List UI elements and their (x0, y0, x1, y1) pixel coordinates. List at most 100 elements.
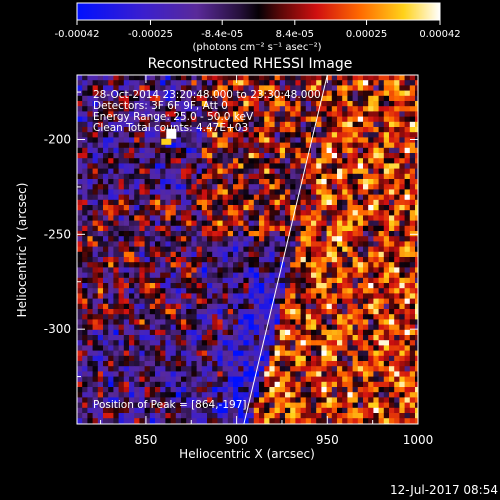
heatmap-cell (191, 387, 197, 393)
heatmap-cell (300, 314, 307, 320)
heatmap-cell (368, 142, 374, 149)
heatmap-cell (217, 179, 223, 185)
heatmap-cell (274, 413, 281, 419)
heatmap-cell (337, 111, 343, 117)
heatmap-cell (243, 85, 249, 91)
heatmap-cell (259, 142, 265, 149)
heatmap-cell (87, 376, 93, 383)
heatmap-cell (181, 220, 187, 227)
heatmap-cell (97, 90, 104, 97)
heatmap-cell (82, 324, 88, 331)
heatmap-cell (217, 184, 223, 190)
heatmap-cell (352, 158, 359, 164)
heatmap-cell (311, 210, 317, 216)
heatmap-cell (274, 205, 281, 211)
heatmap-cell (331, 147, 338, 154)
heatmap-cell (295, 205, 301, 211)
heatmap-cell (77, 236, 83, 242)
heatmap-cell (181, 402, 187, 409)
heatmap-cell (373, 257, 379, 263)
heatmap-cell (389, 283, 395, 289)
heatmap-cell (129, 205, 135, 211)
heatmap-cell (222, 387, 229, 393)
heatmap-cell (243, 142, 249, 149)
heatmap-cell (305, 173, 312, 180)
heatmap-cell (134, 397, 140, 403)
heatmap-cell (259, 350, 265, 357)
heatmap-cell (129, 335, 135, 341)
heatmap-cell (243, 80, 249, 86)
heatmap-cell (337, 413, 343, 419)
heatmap-cell (347, 121, 353, 128)
heatmap-cell (191, 168, 197, 175)
heatmap-cell (316, 345, 322, 351)
heatmap-cell (337, 80, 343, 86)
heatmap-cell (103, 329, 109, 336)
heatmap-cell (175, 381, 182, 388)
heatmap-cell (383, 397, 390, 403)
heatmap-cell (378, 116, 385, 123)
heatmap-cell (389, 381, 395, 388)
heatmap-cell (300, 402, 307, 409)
heatmap-cell (316, 272, 322, 279)
heatmap-cell (378, 366, 385, 372)
heatmap-cell (87, 418, 93, 424)
heatmap-cell (243, 397, 249, 403)
heatmap-cell (409, 121, 416, 128)
heatmap-cell (134, 418, 140, 424)
heatmap-cell (415, 142, 418, 149)
heatmap-cell (279, 158, 286, 164)
heatmap-cell (238, 376, 244, 383)
heatmap-cell (227, 194, 234, 201)
heatmap-cell (196, 366, 203, 372)
heatmap-cell (97, 298, 104, 305)
heatmap-cell (347, 132, 353, 138)
heatmap-cell (331, 220, 338, 227)
heatmap-cell (409, 225, 416, 232)
heatmap-cell (290, 132, 296, 138)
heatmap-cell (378, 215, 385, 221)
heatmap-cell (196, 158, 203, 164)
heatmap-cell (274, 85, 281, 91)
heatmap-cell (378, 329, 385, 336)
heatmap-cell (243, 205, 249, 211)
heatmap-cell (155, 397, 161, 403)
heatmap-cell (248, 132, 255, 138)
heatmap-cell (243, 288, 249, 294)
heatmap-cell (175, 205, 182, 211)
heatmap-cell (363, 205, 369, 211)
heatmap-cell (316, 163, 322, 169)
heatmap-cell (212, 147, 218, 154)
heatmap-cell (378, 345, 385, 351)
heatmap-cell (155, 366, 161, 372)
heatmap-cell (155, 371, 161, 377)
heatmap-cell (285, 319, 291, 325)
heatmap-cell (87, 288, 93, 294)
heatmap-cell (321, 147, 327, 154)
heatmap-cell (290, 225, 296, 232)
heatmap-cell (144, 189, 151, 195)
heatmap-cell (389, 272, 395, 279)
heatmap-cell (243, 121, 249, 128)
heatmap-cell (248, 366, 255, 372)
heatmap-cell (337, 194, 343, 201)
heatmap-cell (175, 371, 182, 377)
heatmap-cell (337, 371, 343, 377)
heatmap-cell (363, 319, 369, 325)
heatmap-cell (243, 345, 249, 351)
heatmap-cell (383, 132, 390, 138)
heatmap-cell (170, 179, 177, 185)
heatmap-cell (181, 381, 187, 388)
heatmap-cell (373, 319, 379, 325)
heatmap-cell (160, 220, 166, 227)
heatmap-cell (274, 241, 281, 247)
heatmap-cell (238, 231, 244, 237)
heatmap-cell (222, 116, 229, 123)
heatmap-cell (357, 319, 364, 325)
heatmap-cell (259, 163, 265, 169)
heatmap-cell (305, 366, 312, 372)
heatmap-cell (155, 283, 161, 289)
heatmap-cell (238, 329, 244, 336)
heatmap-cell (259, 127, 265, 133)
heatmap-cell (404, 137, 411, 143)
